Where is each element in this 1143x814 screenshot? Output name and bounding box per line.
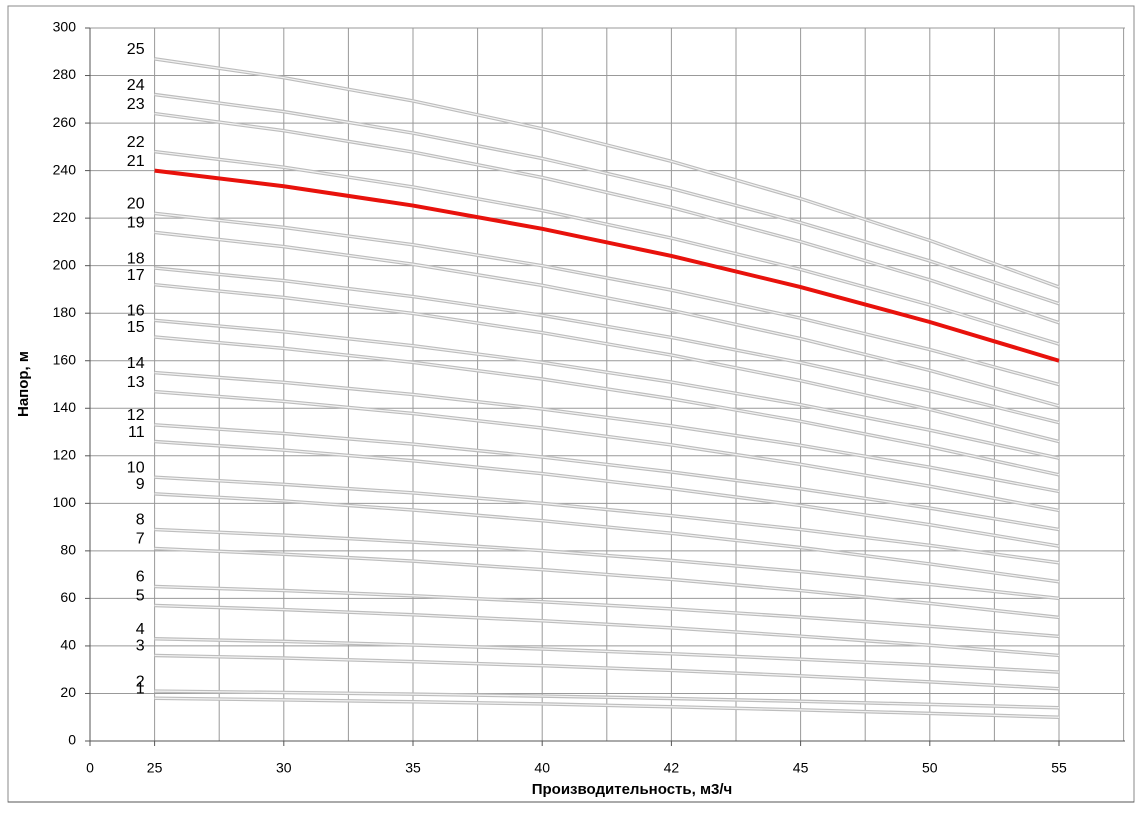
y-tick-label: 140	[53, 399, 77, 415]
y-tick-label: 200	[53, 256, 77, 272]
curve-label: 6	[136, 569, 145, 586]
y-tick-label: 220	[53, 209, 77, 225]
curve-highlight	[154, 440, 1060, 547]
curve-highlight	[154, 372, 1060, 493]
curve-highlight	[154, 585, 1060, 638]
y-tick-label: 80	[60, 542, 76, 558]
curve-highlight	[154, 231, 1060, 407]
curve-label: 9	[136, 476, 145, 493]
curve-highlight	[154, 319, 1060, 459]
curve-label: 25	[127, 41, 145, 58]
x-tick-label: 50	[922, 760, 938, 776]
curve-label: 2	[136, 673, 145, 690]
curve-label: 7	[136, 531, 145, 548]
curve-highlight	[154, 604, 1060, 657]
y-tick-label: 40	[60, 637, 76, 653]
curve-label: 4	[136, 621, 145, 638]
y-tick-label: 180	[53, 304, 77, 320]
curve-highlight	[154, 336, 1060, 476]
curve-highlight	[154, 638, 1060, 673]
y-tick-label: 120	[53, 447, 77, 463]
x-tick-label: 42	[664, 760, 680, 776]
curve-label: 14	[127, 355, 145, 372]
x-tick-label: 25	[147, 760, 163, 776]
curve-label: 23	[127, 96, 145, 113]
y-tick-label: 0	[68, 732, 76, 748]
curve-highlight	[154, 654, 1060, 690]
curve-label: 24	[127, 77, 145, 94]
curve-label: 8	[136, 512, 145, 529]
curve-highlight	[154, 150, 1060, 345]
curve-highlight	[154, 476, 1060, 564]
curve-label: 16	[127, 303, 145, 320]
curve	[154, 168, 1060, 363]
curve-label: 19	[127, 215, 145, 232]
curve-label: 21	[127, 153, 145, 170]
curve-highlight	[154, 547, 1060, 619]
curve-label: 20	[127, 196, 145, 213]
curve-label: 5	[136, 588, 145, 605]
curve-label: 10	[127, 459, 145, 476]
curve-label: 12	[127, 407, 145, 424]
curve-highlight	[154, 93, 1060, 305]
curve-highlight	[154, 284, 1060, 443]
x-tick-label: 40	[534, 760, 550, 776]
curve-highlight	[154, 391, 1060, 512]
x-tick-label: 30	[276, 760, 292, 776]
y-tick-label: 260	[53, 114, 77, 130]
curve-label: 11	[128, 424, 145, 441]
curve-label: 1	[136, 680, 145, 697]
x-tick-label: 45	[793, 760, 809, 776]
curve-highlight	[154, 493, 1060, 583]
chart-frame	[7, 5, 1135, 803]
curve-label: 15	[127, 319, 145, 336]
y-tick-label: 280	[53, 66, 77, 82]
y-tick-label: 240	[53, 161, 77, 177]
curve-highlight	[154, 212, 1060, 386]
x-tick-label: 0	[86, 760, 94, 776]
curve-highlight	[154, 267, 1060, 424]
curve-label: 3	[136, 638, 145, 655]
curve-label: 13	[127, 374, 145, 391]
curve-highlight	[154, 528, 1060, 599]
curve-highlight	[154, 58, 1060, 288]
curve-highlight	[154, 690, 1060, 709]
curve-highlight	[154, 697, 1060, 718]
curve-highlight	[154, 112, 1060, 324]
x-tick-label: 55	[1051, 760, 1067, 776]
y-tick-label: 300	[53, 19, 77, 35]
x-axis-title: Производительность, м3/ч	[532, 781, 733, 798]
y-tick-label: 60	[60, 589, 76, 605]
y-axis-title: Напор, м	[15, 351, 32, 417]
curve-label: 22	[127, 134, 145, 151]
y-tick-label: 20	[60, 684, 76, 700]
curve-label: 18	[127, 250, 145, 267]
x-tick-label: 35	[405, 760, 421, 776]
curve-label: 17	[127, 267, 145, 284]
curve-highlight	[154, 424, 1060, 531]
y-tick-label: 100	[53, 494, 77, 510]
y-tick-label: 160	[53, 351, 77, 367]
